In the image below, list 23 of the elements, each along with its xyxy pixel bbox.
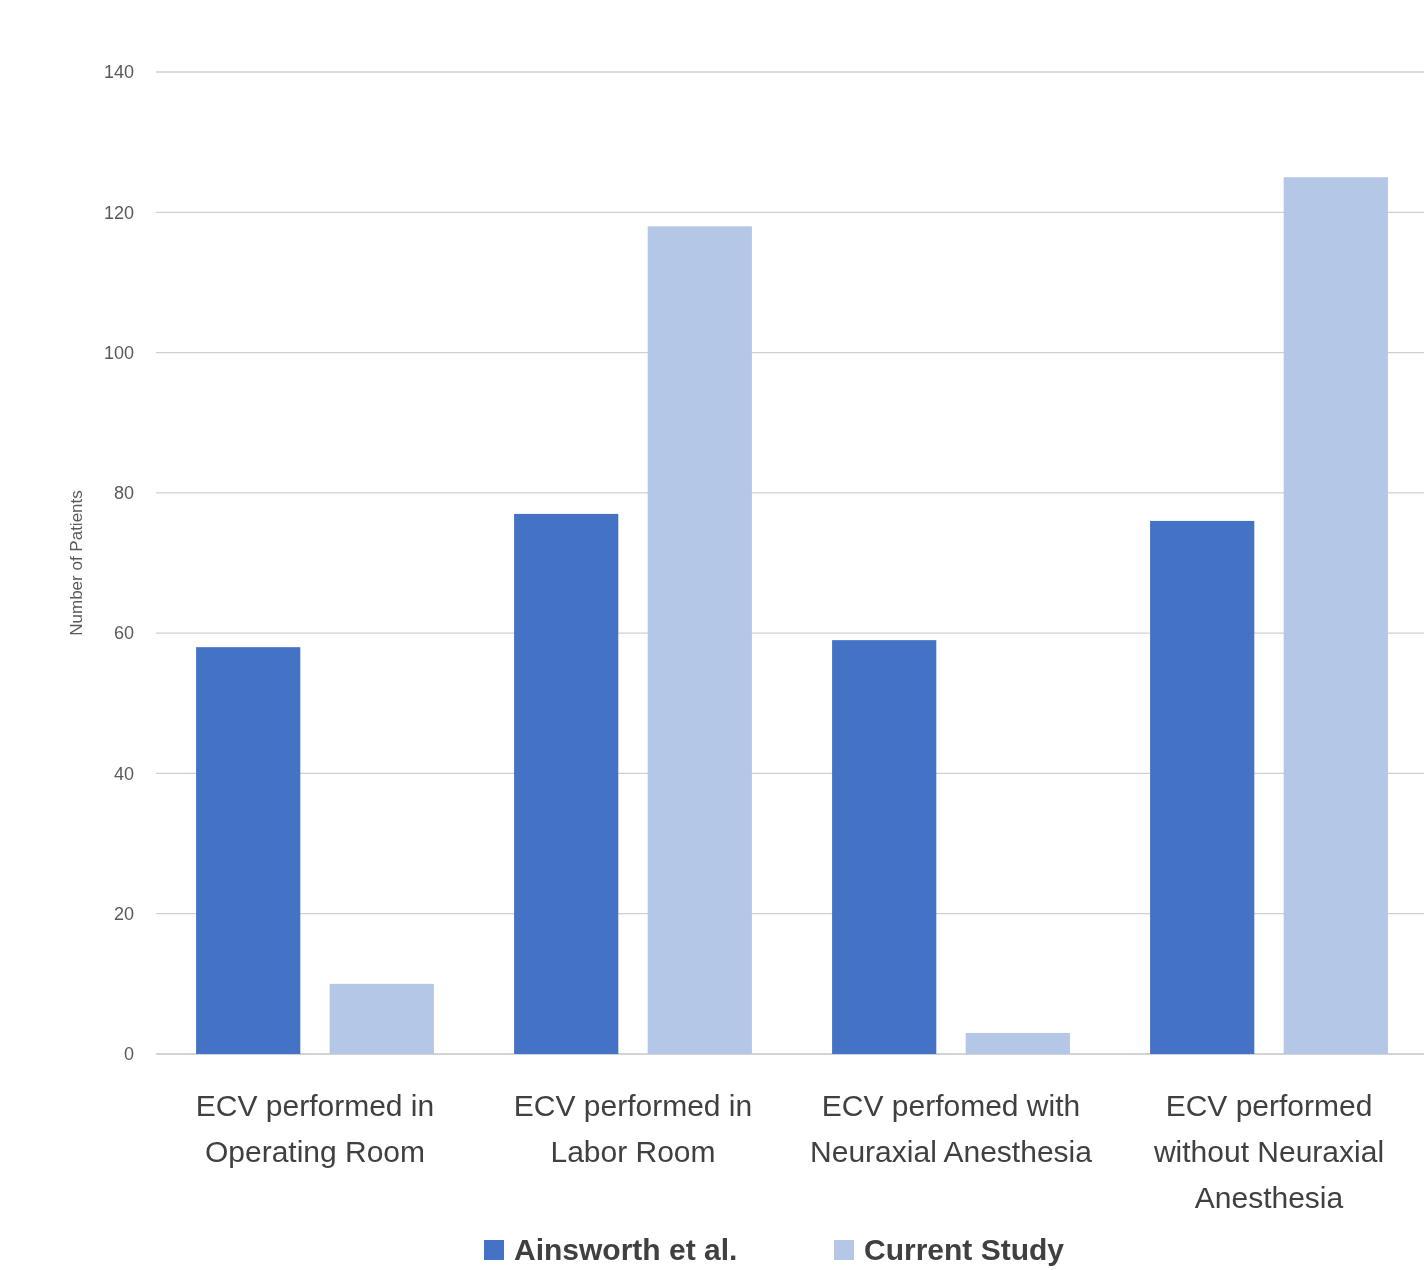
bar (965, 1032, 1070, 1054)
bar (832, 640, 937, 1054)
x-tick-label: ECV performed in Labor Room (513, 1089, 753, 1168)
y-axis-title: Number of Patients (67, 490, 86, 636)
bar (514, 513, 619, 1054)
bar (1150, 520, 1255, 1054)
y-tick-label: 140 (103, 62, 134, 83)
bar (1283, 177, 1388, 1054)
x-tick-label: ECV performed in Operating Room (195, 1089, 435, 1168)
x-tick-label: ECV performed without Neuraxial Anesthesia (1152, 1089, 1385, 1214)
y-tick-label: 120 (103, 202, 134, 223)
bar (329, 983, 434, 1054)
y-tick-label: 20 (113, 904, 134, 925)
legend-label: Ainsworth et al. (514, 1233, 738, 1266)
y-tick-label: 60 (113, 623, 134, 644)
legend-label: Current Study (864, 1233, 1065, 1266)
y-tick-label: 80 (113, 483, 134, 504)
bar (196, 647, 301, 1054)
y-tick-label: 0 (123, 1044, 134, 1065)
x-tick-label: ECV perfomed with Neuraxial Anesthesia (810, 1089, 1093, 1168)
y-tick-label: 40 (113, 763, 134, 784)
y-tick-label: 100 (103, 342, 134, 363)
bar (647, 226, 752, 1054)
